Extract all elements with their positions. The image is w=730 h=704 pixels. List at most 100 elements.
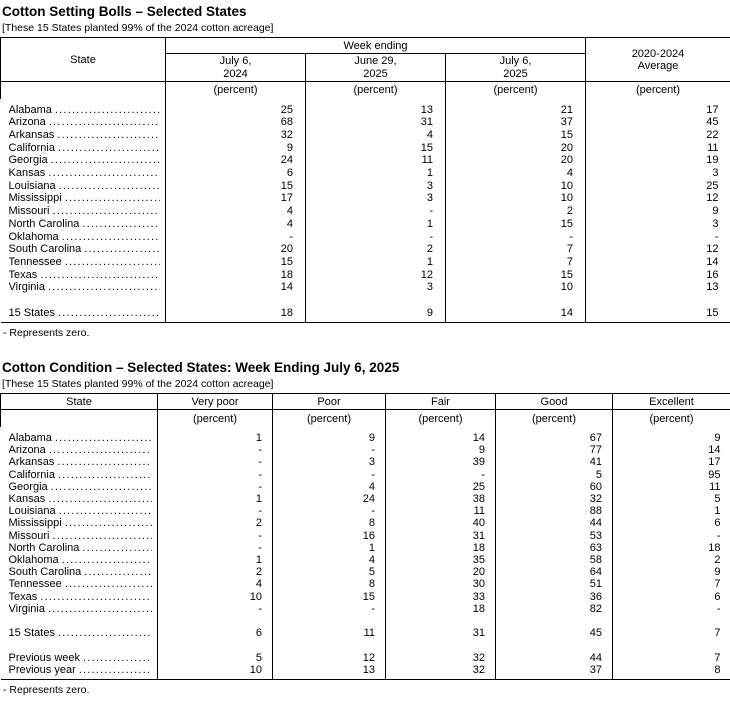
value-cell: 8: [612, 663, 730, 680]
value-cell: 12: [305, 268, 446, 282]
value-cell: 22: [585, 128, 730, 142]
section-gap: [0, 339, 730, 360]
spacer-cell: [165, 294, 306, 307]
dot-leader: [52, 104, 160, 117]
dot-leader: [62, 192, 160, 205]
value-cell: 1: [305, 167, 446, 180]
dot-leader: [54, 129, 160, 142]
value-cell: 32: [165, 128, 306, 142]
value-cell: -: [385, 468, 496, 481]
unit-label: (percent): [305, 81, 446, 99]
value-cell: 13: [305, 98, 446, 117]
value-cell: 12: [272, 651, 386, 664]
row-label-text: South Carolina: [8, 566, 82, 579]
value-cell: 30: [385, 578, 496, 591]
value-cell: 9: [305, 306, 446, 323]
value-cell: -: [612, 529, 730, 542]
dot-leader: [81, 566, 152, 578]
value-cell: -: [272, 468, 386, 481]
row-label: California: [1, 469, 158, 481]
value-cell: -: [165, 230, 306, 244]
row-label-text: Virginia: [8, 281, 46, 294]
value-cell: 18: [385, 602, 496, 615]
value-cell: 14: [165, 281, 306, 295]
spacer-cell: [495, 639, 613, 652]
unit-label: (percent): [272, 409, 386, 427]
value-cell: 95: [612, 468, 730, 481]
table-row-state: Alabama1914679: [1, 426, 730, 445]
row-label-text: Arizona: [8, 444, 46, 457]
value-cell: 14: [585, 255, 730, 269]
value-cell: 1: [305, 217, 446, 231]
value-cell: -: [157, 529, 273, 542]
value-cell: 15: [305, 141, 446, 155]
spacer-cell: [1, 639, 158, 651]
value-cell: 53: [495, 529, 613, 542]
value-cell: 39: [385, 456, 496, 469]
value-cell: 25: [165, 98, 306, 117]
state-column-header: State: [0, 393, 158, 411]
dot-leader: [56, 505, 152, 517]
value-cell: 15: [165, 179, 306, 193]
value-cell: 10: [445, 192, 586, 206]
row-label: Virginia: [1, 603, 158, 615]
row-label: Kansas: [1, 167, 166, 180]
spacer-cell: [272, 639, 386, 652]
value-cell: 9: [612, 566, 730, 579]
value-cell: 7: [612, 651, 730, 664]
value-cell: 10: [157, 663, 273, 680]
table1-title: Cotton Setting Bolls – Selected States: [2, 4, 247, 19]
value-cell: 24: [272, 492, 386, 506]
dot-leader: [62, 578, 152, 590]
row-label: Missouri: [1, 205, 166, 218]
dot-leader: [59, 554, 152, 566]
value-cell: 5: [157, 651, 273, 664]
row-label: Mississippi: [1, 192, 166, 205]
column-header-fair: Fair: [385, 393, 496, 411]
value-cell: 4: [272, 553, 386, 567]
value-cell: 44: [495, 517, 613, 530]
value-cell: -: [272, 505, 386, 518]
value-cell: 15: [585, 306, 730, 323]
row-label-text: California: [8, 468, 55, 481]
column-header-excellent: Excellent: [612, 393, 730, 411]
value-cell: 32: [385, 663, 496, 680]
value-cell: 9: [165, 141, 306, 155]
dot-leader: [55, 469, 152, 481]
unit-cell-empty: [0, 81, 166, 99]
value-cell: 18: [165, 268, 306, 282]
row-label-text: Oklahoma: [8, 230, 59, 243]
dot-leader: [45, 493, 152, 505]
value-cell: -: [157, 456, 273, 469]
value-cell: 11: [385, 505, 496, 518]
value-cell: 3: [305, 179, 446, 193]
row-label-text: Tennessee: [8, 578, 62, 591]
row-label: Alabama: [1, 99, 166, 117]
value-cell: 7: [612, 627, 730, 640]
row-label: Mississippi: [1, 517, 158, 529]
value-cell: 21: [445, 98, 586, 117]
row-label: Oklahoma: [1, 231, 166, 244]
row-label-text: Georgia: [8, 480, 48, 493]
row-label: Arizona: [1, 116, 166, 129]
setting-bolls-table: State Week ending 2020-2024 Average July…: [0, 37, 730, 324]
value-cell: 10: [445, 281, 586, 295]
unit-row: (percent) (percent) (percent) (percent) …: [0, 409, 730, 427]
spacer-cell: [585, 294, 730, 307]
value-cell: 14: [385, 426, 496, 445]
value-cell: 16: [585, 268, 730, 282]
row-label-text: 15 States: [8, 627, 55, 640]
value-cell: -: [612, 602, 730, 615]
dot-leader: [81, 243, 160, 256]
table1-footnote: - Represents zero.: [3, 327, 90, 340]
